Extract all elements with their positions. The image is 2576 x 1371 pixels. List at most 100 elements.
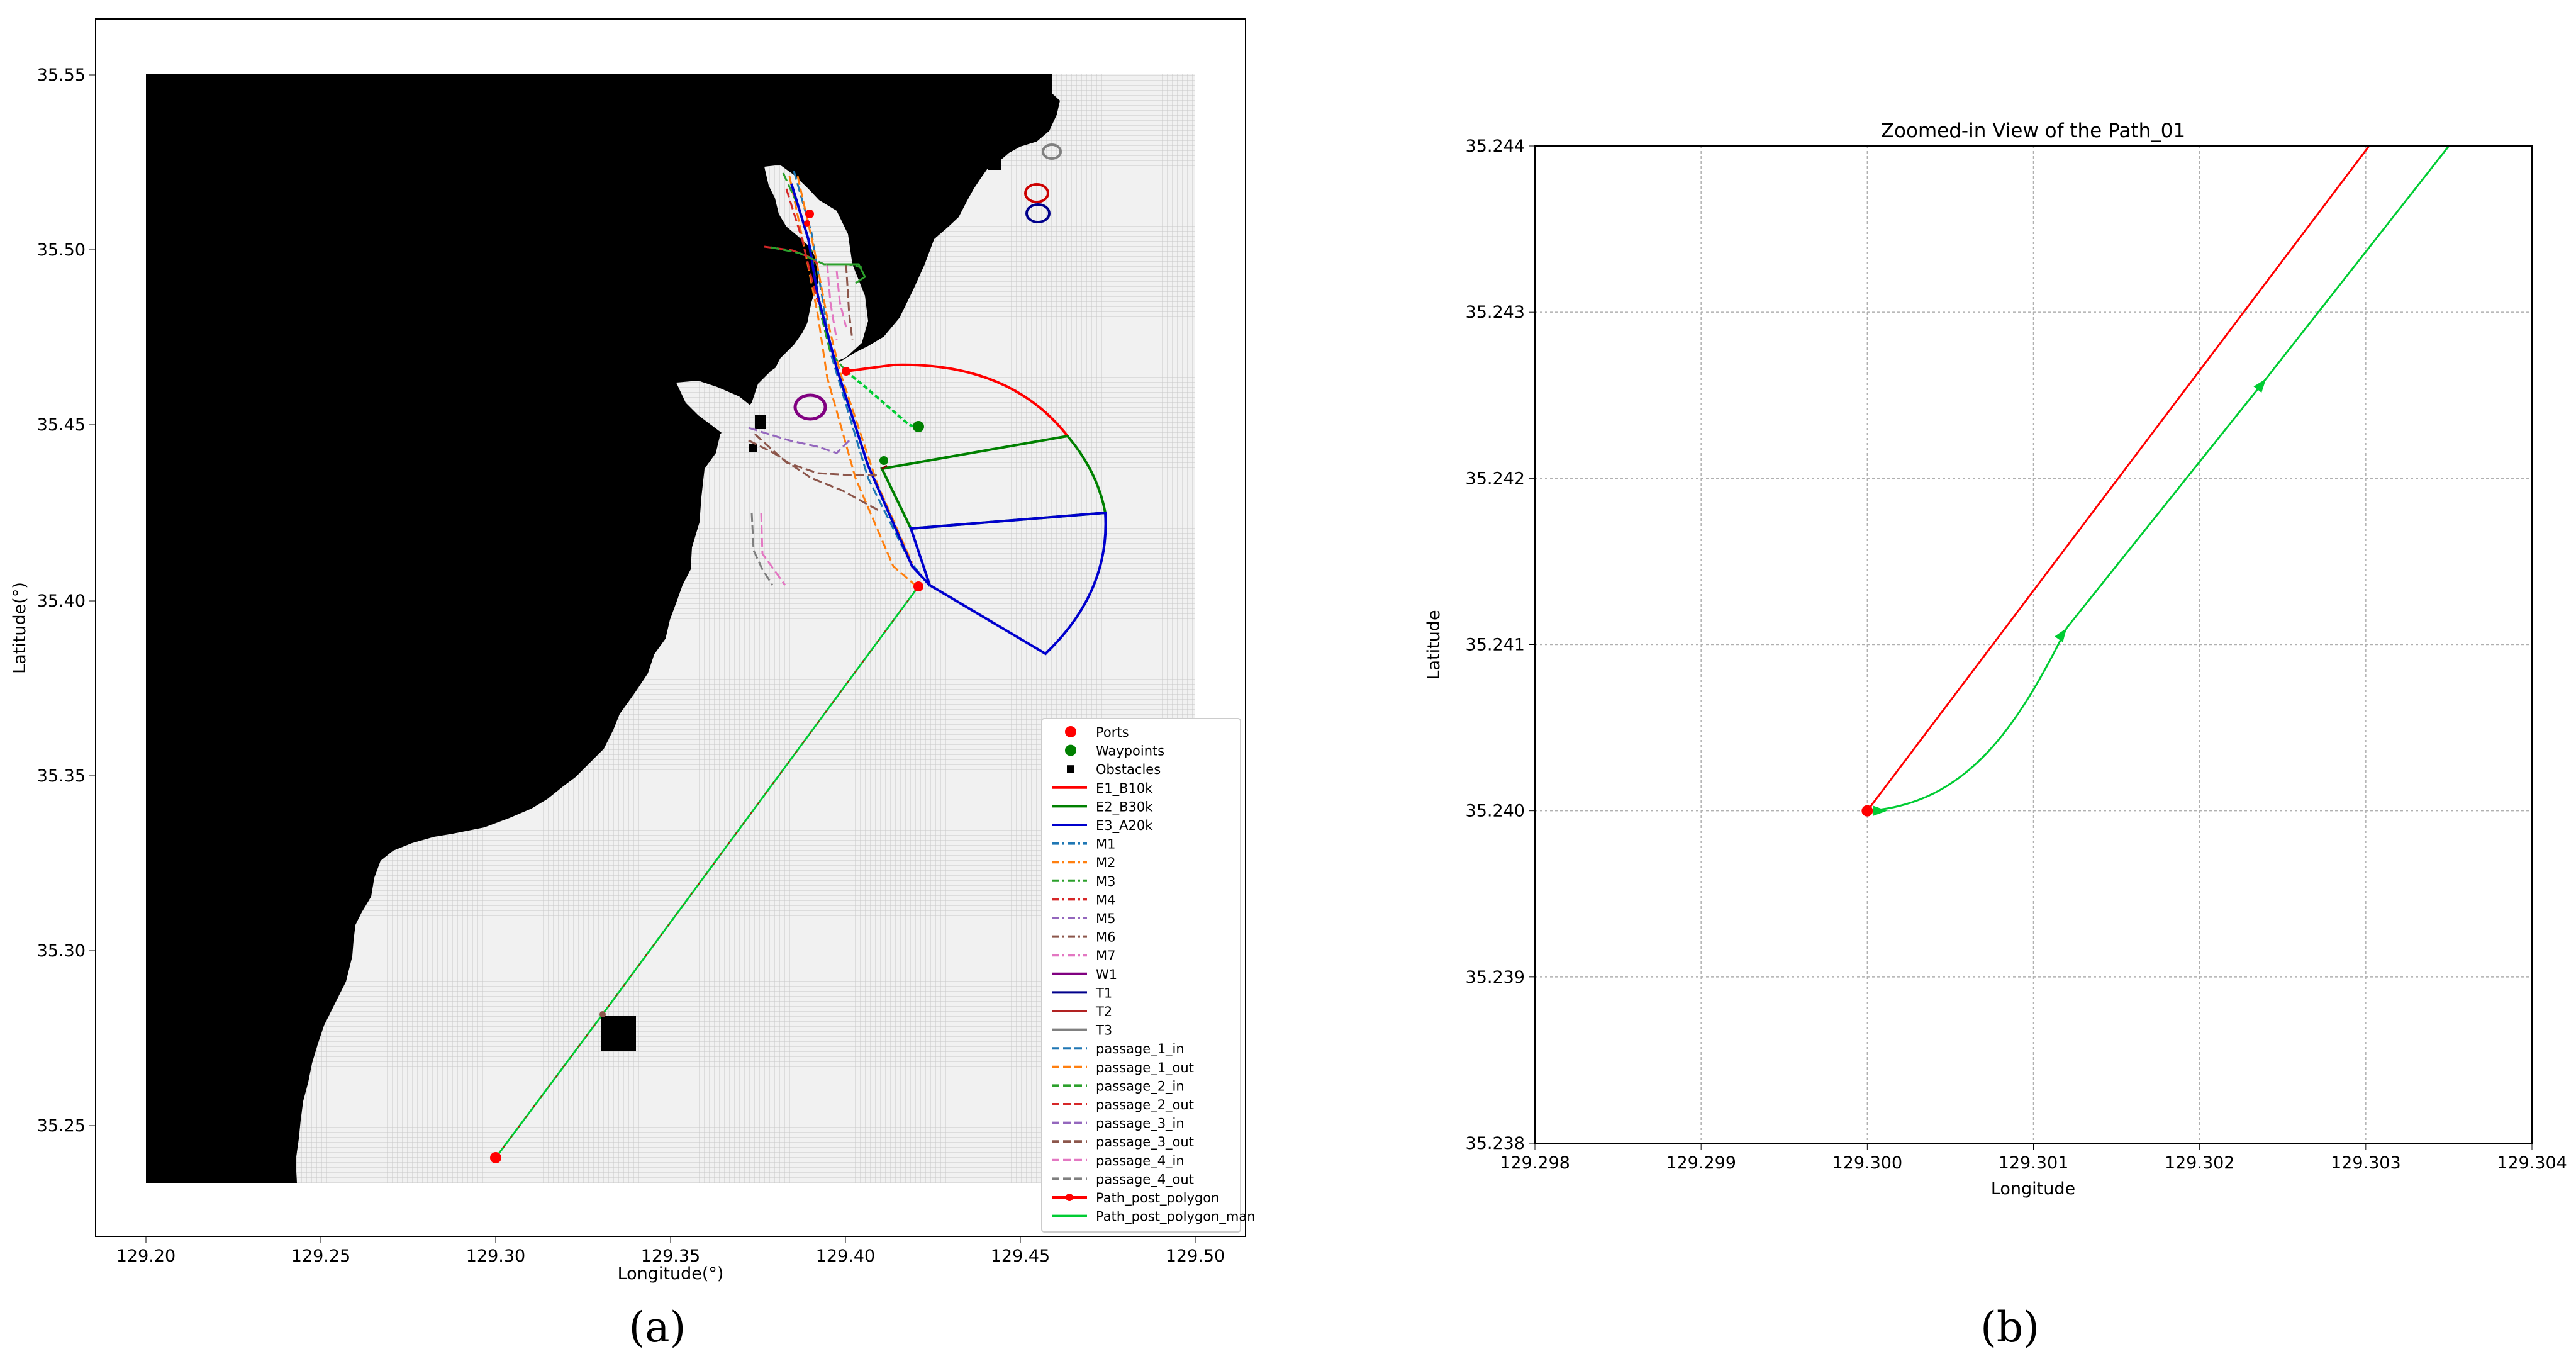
x-tick-label: 129.30 bbox=[466, 1246, 525, 1266]
panel-a-xticks: 129.20 129.25 129.30 129.35 129.40 129.4… bbox=[116, 1236, 1225, 1266]
zone-circle-purple bbox=[793, 393, 827, 421]
legend-box bbox=[1041, 718, 1241, 1233]
legend-item: Path_post_polygon bbox=[1052, 1190, 1219, 1206]
x-tick-label: 129.303 bbox=[2331, 1153, 2401, 1173]
islet bbox=[755, 415, 766, 429]
legend-label: M3 bbox=[1096, 874, 1115, 889]
legend-item: Ports bbox=[1065, 725, 1129, 740]
x-tick-label: 129.304 bbox=[2497, 1153, 2567, 1173]
x-tick-label: 129.25 bbox=[291, 1246, 350, 1266]
port-marker bbox=[913, 581, 923, 591]
x-tick-label: 129.20 bbox=[116, 1246, 176, 1266]
bay-water-2 bbox=[676, 381, 764, 453]
panel-a-caption: (a) bbox=[629, 1303, 686, 1351]
legend-item: Waypoints bbox=[1065, 744, 1164, 759]
sector-e1 bbox=[845, 363, 1069, 437]
legend-marker bbox=[1066, 1194, 1073, 1201]
legend-label: Ports bbox=[1096, 725, 1129, 740]
x-tick-label: 129.298 bbox=[1500, 1153, 1570, 1173]
legend-item: T2 bbox=[1052, 1004, 1112, 1019]
channel-lines bbox=[748, 171, 931, 587]
y-tick-label: 35.45 bbox=[37, 415, 86, 435]
legend-item: W1 bbox=[1052, 967, 1117, 982]
y-tick-label: 35.242 bbox=[1466, 469, 1525, 488]
panel-b-series bbox=[1861, 146, 2450, 817]
legend-label: M4 bbox=[1096, 892, 1115, 907]
direction-arrow bbox=[1873, 805, 1888, 816]
legend-label: passage_4_in bbox=[1096, 1153, 1185, 1169]
direction-arrow bbox=[2055, 628, 2067, 642]
port-marker bbox=[842, 367, 850, 376]
legend-label: T2 bbox=[1095, 1004, 1112, 1019]
panel-b-caption: (b) bbox=[1980, 1303, 2039, 1351]
panel-b-xticks: 129.298 129.299 129.300 129.301 129.302 129.3… bbox=[1500, 1143, 2567, 1173]
legend-item: M3 bbox=[1052, 874, 1115, 889]
y-tick-label: 35.50 bbox=[37, 240, 86, 260]
panel-b-title: Zoomed-in View of the Path_01 bbox=[1881, 120, 2185, 142]
legend-marker bbox=[1067, 765, 1074, 773]
zone-circle-blue bbox=[1025, 203, 1051, 223]
obstacle-island bbox=[601, 1016, 636, 1051]
legend-item: T1 bbox=[1052, 985, 1112, 1000]
legend-label: M6 bbox=[1096, 930, 1115, 945]
legend-item: passage_1_out bbox=[1052, 1060, 1194, 1076]
y-tick-label: 35.35 bbox=[37, 766, 86, 786]
y-tick-label: 35.243 bbox=[1466, 303, 1525, 322]
islet-2 bbox=[749, 444, 757, 452]
y-tick-label: 35.30 bbox=[37, 941, 86, 961]
y-tick-label: 35.240 bbox=[1466, 802, 1525, 821]
legend-marker bbox=[1065, 726, 1076, 737]
x-tick-label: 129.35 bbox=[641, 1246, 700, 1266]
y-tick-label: 35.239 bbox=[1466, 968, 1525, 987]
y-tick-label: 35.55 bbox=[37, 65, 86, 85]
legend-label: Path_post_polygon bbox=[1096, 1190, 1219, 1206]
x-tick-label: 129.302 bbox=[2165, 1153, 2235, 1173]
legend-item: passage_2_out bbox=[1052, 1097, 1194, 1113]
legend-item: Obstacles bbox=[1067, 762, 1161, 777]
y-tick-label: 35.40 bbox=[37, 591, 86, 611]
legend-item: E1_B10k bbox=[1052, 781, 1153, 797]
legend-item: passage_4_in bbox=[1052, 1153, 1185, 1169]
legend-label: Obstacles bbox=[1096, 762, 1161, 777]
legend-item: M5 bbox=[1052, 911, 1115, 926]
x-tick-label: 129.50 bbox=[1166, 1246, 1225, 1266]
panel-a: 129.20 129.25 129.30 129.35 129.40 129.4… bbox=[10, 18, 1256, 1351]
bay-water bbox=[723, 165, 868, 588]
waypoint-marker bbox=[879, 456, 888, 465]
legend-label: Path_post_polygon_man bbox=[1096, 1209, 1256, 1225]
legend-label: passage_2_out bbox=[1096, 1097, 1194, 1113]
x-tick-label: 129.40 bbox=[816, 1246, 875, 1266]
panel-a-map bbox=[146, 74, 1195, 1183]
port-marker bbox=[805, 210, 814, 218]
panel-b-ylabel: Latitude bbox=[1424, 610, 1444, 680]
legend-item: T3 bbox=[1052, 1023, 1112, 1038]
legend-item: E2_B30k bbox=[1052, 799, 1153, 815]
x-tick-label: 129.299 bbox=[1666, 1153, 1736, 1173]
legend-item: passage_1_in bbox=[1052, 1041, 1185, 1057]
port-marker bbox=[804, 220, 810, 227]
start-marker bbox=[1861, 805, 1873, 817]
y-tick-label: 35.25 bbox=[37, 1116, 86, 1136]
legend-item: passage_3_in bbox=[1052, 1116, 1185, 1132]
series-line-red bbox=[1866, 146, 2370, 812]
panel-a-yticks: 35.25 35.30 35.35 35.40 35.45 35.50 35.5… bbox=[37, 65, 96, 1136]
legend-label: passage_3_in bbox=[1096, 1116, 1185, 1132]
waypoint-marker bbox=[913, 421, 924, 432]
legend-label: T1 bbox=[1095, 985, 1112, 1000]
x-tick-label: 129.45 bbox=[991, 1246, 1050, 1266]
legend-label: passage_4_out bbox=[1096, 1172, 1194, 1187]
legend-marker bbox=[1065, 744, 1076, 756]
legend-item: E3_A20k bbox=[1052, 818, 1153, 834]
legend-label: passage_1_out bbox=[1096, 1060, 1194, 1076]
legend-label: passage_3_out bbox=[1096, 1134, 1194, 1150]
y-tick-label: 35.244 bbox=[1466, 137, 1525, 156]
legend-label: passage_2_in bbox=[1096, 1078, 1185, 1094]
legend-label: M1 bbox=[1096, 837, 1115, 852]
legend-label: M2 bbox=[1096, 855, 1115, 870]
panel-b-xlabel: Longitude bbox=[1991, 1179, 2075, 1199]
legend-item: passage_3_out bbox=[1052, 1134, 1194, 1150]
legend-label: M5 bbox=[1096, 911, 1115, 926]
legend-item: Path_post_polygon_man bbox=[1052, 1209, 1256, 1225]
zone-circle-gray bbox=[1042, 143, 1062, 160]
